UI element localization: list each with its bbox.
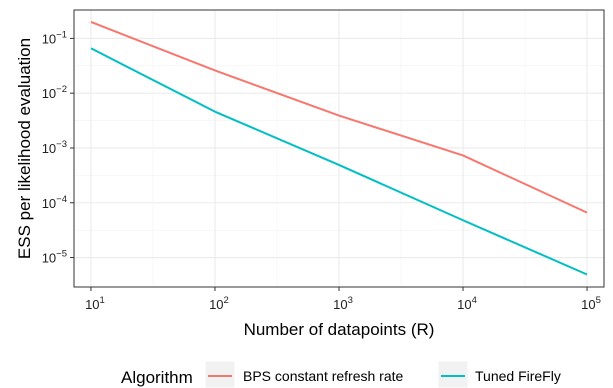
y-axis-title: ESS per likelihood evaluation [15,38,34,259]
series-lines [90,20,588,276]
x-tick-label: 101 [85,295,105,312]
series-line-2 [90,47,588,276]
legend-title: Algorithm [121,368,193,387]
x-axis-title: Number of datapoints (R) [244,320,435,339]
y-tick-label: 10−1 [42,29,67,46]
legend-key-1 [204,360,236,388]
legend-label-1: BPS constant refresh rate [243,368,404,384]
x-grid [90,10,588,287]
y-tick-label: 10−3 [42,139,67,156]
legend-label-2: Tuned FireFly [475,368,561,384]
y-tick-label: 10−2 [42,84,67,101]
x-tick-label: 105 [581,295,601,312]
y-tick-label: 10−5 [42,249,67,266]
x-axis: 101 102 103 104 105 [85,287,601,312]
y-tick-label: 10−4 [42,194,67,211]
series-line-1 [90,20,588,214]
y-axis: 10−5 10−4 10−3 10−2 10−1 [42,29,74,266]
legend-key-2 [437,360,469,388]
x-tick-label: 103 [333,295,353,312]
x-tick-label: 104 [457,295,477,312]
legend: Algorithm BPS constant refresh rate Tuned… [121,360,561,388]
x-tick-label: 102 [209,295,229,312]
